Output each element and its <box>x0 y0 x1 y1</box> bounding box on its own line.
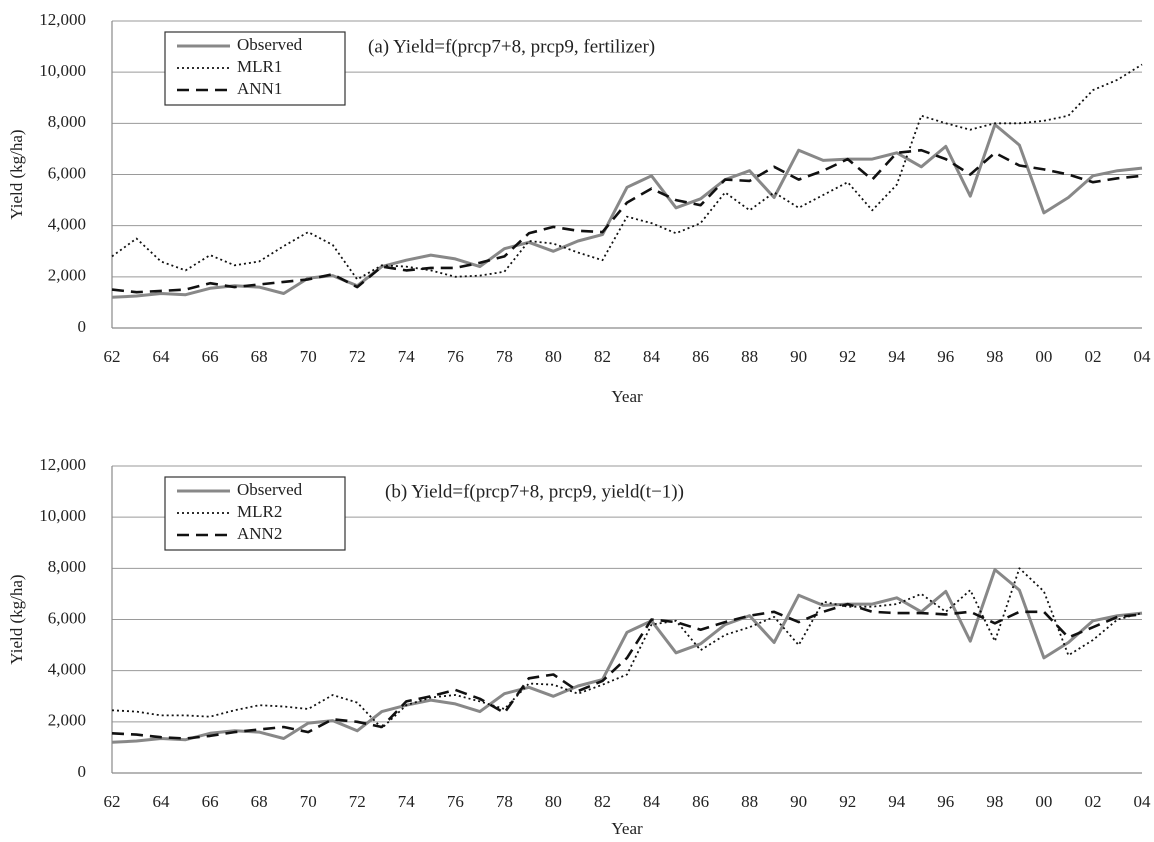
x-axis-label: Year <box>611 387 643 406</box>
y-tick-label: 0 <box>78 317 87 336</box>
x-tick-label: 00 <box>1035 347 1052 366</box>
x-tick-label: 82 <box>594 792 611 811</box>
x-tick-label: 80 <box>545 792 562 811</box>
x-tick-label: 74 <box>398 347 416 366</box>
y-tick-label: 6,000 <box>48 608 86 627</box>
x-tick-label: 82 <box>594 347 611 366</box>
legend-box <box>164 31 346 106</box>
x-tick-label: 88 <box>741 792 758 811</box>
series-line <box>111 602 1143 740</box>
x-tick-label: 84 <box>643 347 661 366</box>
series-line <box>111 567 1143 730</box>
y-tick-label: 8,000 <box>48 112 86 131</box>
legend-label: ANN1 <box>237 79 282 98</box>
y-axis-label: Yield (kg/ha) <box>7 129 26 219</box>
series-line <box>111 568 1143 744</box>
y-tick-label: 0 <box>78 762 87 781</box>
x-tick-label: 98 <box>986 347 1003 366</box>
legend-label: MLR1 <box>237 57 282 76</box>
y-tick-label: 4,000 <box>48 215 86 234</box>
x-tick-label: 72 <box>349 792 366 811</box>
x-tick-label: 70 <box>300 347 317 366</box>
x-tick-label: 96 <box>937 347 954 366</box>
x-tick-label: 90 <box>790 347 807 366</box>
x-tick-label: 70 <box>300 792 317 811</box>
legend-label: Observed <box>237 35 303 54</box>
y-tick-label: 6,000 <box>48 163 86 182</box>
x-tick-label: 02 <box>1084 792 1101 811</box>
x-tick-label: 86 <box>692 347 709 366</box>
x-tick-label: 76 <box>447 347 464 366</box>
x-tick-label: 78 <box>496 347 513 366</box>
x-tick-label: 64 <box>153 792 171 811</box>
chart-panel: 0 2,000 4,000 6,000 8,000 10,000 12,000 62 64 66 6… <box>7 455 1151 838</box>
y-tick-label: 8,000 <box>48 557 86 576</box>
x-axis-label: Year <box>611 819 643 838</box>
legend-label: ANN2 <box>237 524 282 543</box>
y-tick-label: 12,000 <box>39 10 86 29</box>
x-tick-label: 64 <box>153 347 171 366</box>
y-tick-label: 12,000 <box>39 455 86 474</box>
series-line <box>111 63 1143 281</box>
x-tick-label: 94 <box>888 792 906 811</box>
legend-box <box>164 476 346 551</box>
chart-panel: 0 2,000 4,000 6,000 8,000 10,000 12,000 62 64 66 6… <box>7 10 1151 406</box>
x-tick-label: 92 <box>839 347 856 366</box>
x-tick-label: 62 <box>104 792 121 811</box>
y-tick-label: 4,000 <box>48 660 86 679</box>
y-tick-label: 2,000 <box>48 266 86 285</box>
y-tick-label: 10,000 <box>39 506 86 525</box>
x-tick-label: 04 <box>1134 347 1152 366</box>
x-tick-label: 90 <box>790 792 807 811</box>
x-tick-label: 66 <box>202 347 219 366</box>
x-tick-label: 92 <box>839 792 856 811</box>
x-tick-label: 84 <box>643 792 661 811</box>
x-tick-label: 68 <box>251 792 268 811</box>
series-line <box>111 148 1143 294</box>
x-tick-label: 68 <box>251 347 268 366</box>
legend-label: Observed <box>237 480 303 499</box>
x-tick-label: 00 <box>1035 792 1052 811</box>
x-tick-label: 94 <box>888 347 906 366</box>
x-tick-label: 04 <box>1134 792 1152 811</box>
chart-title: (a) Yield=f(prcp7+8, prcp9, fertilizer) <box>368 36 655 57</box>
x-tick-label: 88 <box>741 347 758 366</box>
x-tick-label: 96 <box>937 792 954 811</box>
x-tick-label: 78 <box>496 792 513 811</box>
x-tick-label: 66 <box>202 792 219 811</box>
x-tick-label: 02 <box>1084 347 1101 366</box>
x-tick-label: 86 <box>692 792 709 811</box>
y-tick-label: 2,000 <box>48 711 86 730</box>
chart-title: (b) Yield=f(prcp7+8, prcp9, yield(t−1)) <box>385 481 684 502</box>
x-tick-label: 98 <box>986 792 1003 811</box>
x-tick-label: 72 <box>349 347 366 366</box>
y-tick-label: 10,000 <box>39 61 86 80</box>
y-axis-label: Yield (kg/ha) <box>7 574 26 664</box>
x-tick-label: 74 <box>398 792 416 811</box>
series-line <box>111 123 1143 299</box>
legend-label: MLR2 <box>237 502 282 521</box>
x-tick-label: 76 <box>447 792 464 811</box>
x-tick-label: 62 <box>104 347 121 366</box>
x-tick-label: 80 <box>545 347 562 366</box>
